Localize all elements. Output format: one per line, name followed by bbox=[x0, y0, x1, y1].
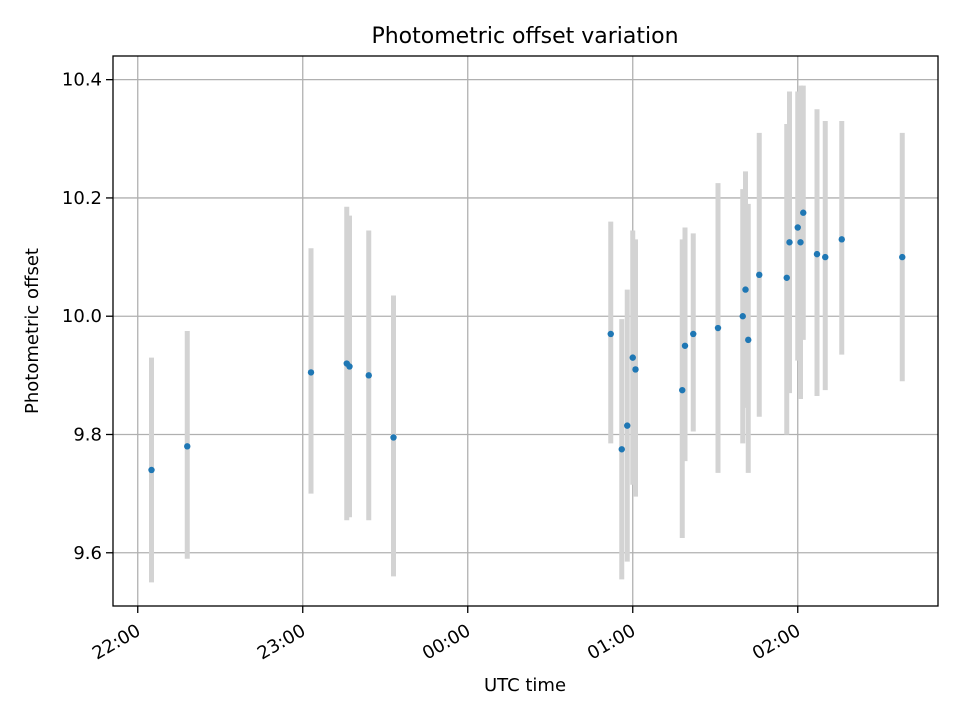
y-tick-label: 10.2 bbox=[62, 188, 102, 209]
data-point bbox=[365, 372, 372, 379]
data-point bbox=[742, 286, 749, 293]
data-point bbox=[838, 236, 845, 243]
data-point bbox=[813, 250, 821, 258]
data-point bbox=[899, 253, 906, 261]
data-point bbox=[346, 363, 353, 370]
data-point bbox=[783, 274, 790, 281]
data-point bbox=[390, 434, 397, 441]
data-point bbox=[739, 313, 746, 320]
data-point bbox=[745, 336, 752, 344]
data-point bbox=[822, 253, 829, 261]
data-point bbox=[632, 366, 639, 373]
data-point bbox=[679, 386, 686, 394]
x-axis-title: UTC time bbox=[484, 675, 566, 696]
data-point bbox=[184, 443, 191, 450]
data-point bbox=[714, 324, 722, 332]
y-tick-label: 9.8 bbox=[73, 424, 102, 445]
data-points bbox=[148, 209, 906, 474]
data-point bbox=[607, 330, 614, 338]
grid bbox=[113, 56, 938, 606]
data-point bbox=[681, 342, 689, 349]
data-point bbox=[794, 224, 801, 231]
plot-area-frame bbox=[112, 55, 939, 607]
data-point bbox=[624, 422, 631, 429]
data-point bbox=[307, 369, 315, 376]
data-point bbox=[148, 466, 155, 474]
data-point bbox=[800, 209, 807, 216]
data-point bbox=[618, 446, 625, 453]
chart-title: Photometric offset variation bbox=[371, 24, 678, 49]
y-tick-label: 9.6 bbox=[73, 543, 102, 564]
data-point bbox=[756, 271, 763, 279]
y-axis-title: Photometric offset bbox=[22, 248, 43, 414]
y-tick-label: 10.4 bbox=[62, 70, 102, 91]
y-axis-ticks: 9.6 9.8 10.0 10.2 10.4 bbox=[62, 70, 113, 564]
data-point bbox=[629, 354, 636, 361]
y-tick-label: 10.0 bbox=[62, 306, 102, 327]
data-point bbox=[786, 239, 793, 246]
data-point bbox=[690, 330, 697, 338]
data-point bbox=[797, 239, 804, 246]
